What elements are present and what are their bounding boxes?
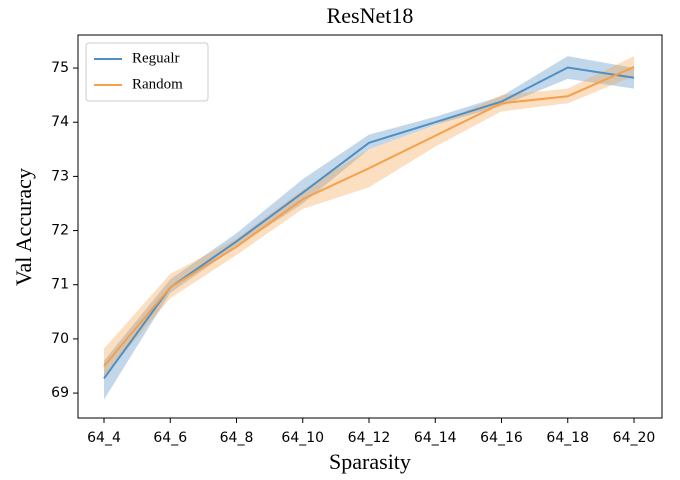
line (103, 66, 635, 380)
y-tick-label: 71 (51, 277, 69, 293)
confidence-band (104, 56, 634, 400)
chart-title: ResNet18 (327, 3, 414, 28)
legend-box (85, 42, 209, 102)
legend-label: Random (132, 76, 183, 92)
x-tick-label: 64_6 (153, 430, 187, 446)
y-tick-label: 73 (51, 168, 69, 184)
y-axis-label: Val Accuracy (11, 168, 36, 286)
x-tick-label: 64_4 (87, 430, 121, 446)
y-tick-label: 74 (51, 114, 69, 130)
y-tick-label: 69 (51, 385, 69, 401)
y-tick-label: 72 (51, 223, 69, 239)
x-tick-label: 64_16 (480, 430, 523, 446)
legend-label: Regualr (132, 50, 179, 66)
line (103, 66, 635, 367)
x-tick-label: 64_10 (281, 430, 324, 446)
x-tick-label: 64_12 (348, 430, 391, 446)
x-axis-label: Sparasity (329, 449, 411, 474)
x-tick-label: 64_14 (414, 430, 457, 446)
x-tick-label: 64_8 (220, 430, 254, 446)
y-tick-label: 75 (51, 60, 69, 76)
x-tick-label: 64_18 (546, 430, 589, 446)
y-tick-label: 70 (51, 331, 69, 347)
x-tick-label: 64_20 (613, 430, 656, 446)
confidence-band (104, 56, 634, 377)
plot-frame (77, 34, 663, 419)
